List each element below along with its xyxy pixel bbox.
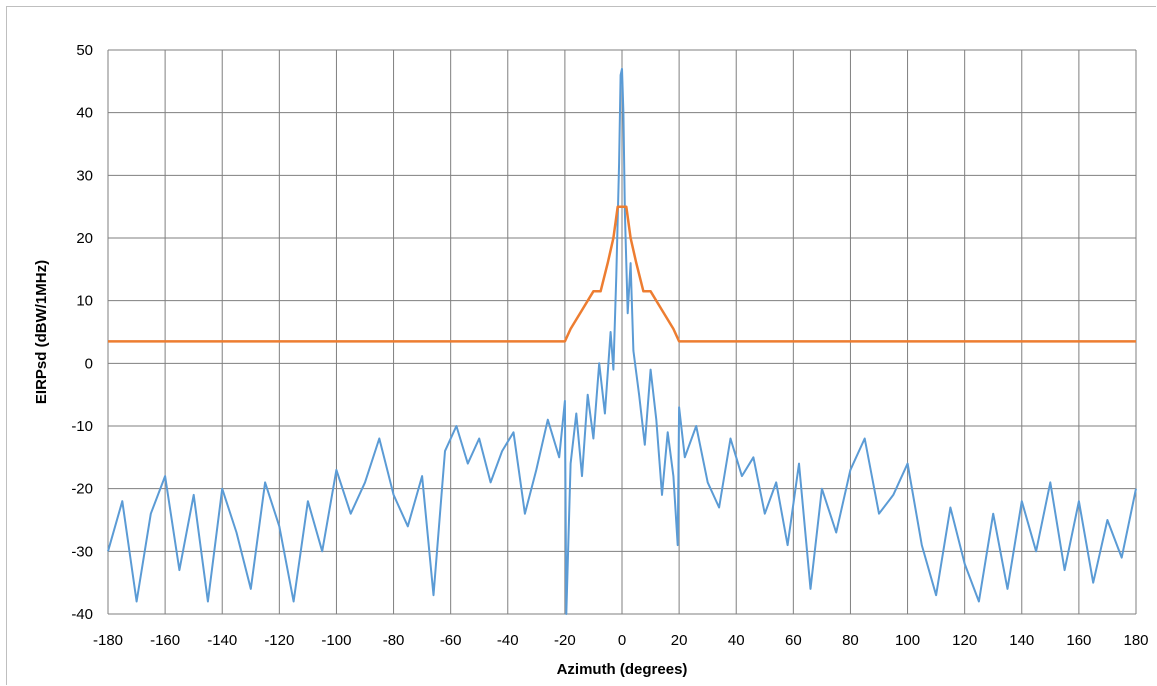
x-axis-title: Azimuth (degrees) (557, 661, 688, 678)
series-line-orange (108, 205, 1136, 343)
y-tick-label: -40 (71, 606, 93, 623)
x-tick-label: 180 (1123, 632, 1148, 649)
x-tick-label: 60 (785, 632, 802, 649)
x-tick-label: -80 (383, 632, 405, 649)
x-tick-label: 80 (842, 632, 859, 649)
x-tick-label: -40 (497, 632, 519, 649)
x-tick-label: -60 (440, 632, 462, 649)
x-tick-label: -140 (207, 632, 237, 649)
tick-labels: -180 -160 -140 -120 -100 -80 -60 -40 -20 0 20 40 60 8… (71, 42, 1148, 649)
y-axis-title: EIRPsd (dBW/1MHz) (33, 260, 50, 404)
y-tick-label: -10 (71, 418, 93, 435)
x-tick-label: 120 (952, 632, 977, 649)
grid-lines (107, 49, 1137, 615)
y-tick-label: 20 (76, 230, 93, 247)
x-tick-label: 40 (728, 632, 745, 649)
x-tick-label: -100 (321, 632, 351, 649)
x-tick-label: -20 (554, 632, 576, 649)
x-tick-label: -160 (150, 632, 180, 649)
x-tick-label: 100 (895, 632, 920, 649)
y-tick-label: 0 (85, 355, 93, 372)
y-tick-label: -30 (71, 543, 93, 560)
x-tick-label: -180 (93, 632, 123, 649)
chart-frame (6, 6, 1156, 685)
y-tick-label: 40 (76, 105, 93, 122)
series-layer (107, 67, 1137, 615)
x-tick-label: 160 (1066, 632, 1091, 649)
x-tick-label: 20 (671, 632, 688, 649)
y-tick-label: 30 (76, 167, 93, 184)
y-tick-label: 50 (76, 42, 93, 59)
x-tick-label: 0 (618, 632, 626, 649)
y-tick-label: -20 (71, 481, 93, 498)
x-tick-label: 140 (1009, 632, 1034, 649)
series-line-blue (107, 67, 1137, 615)
x-tick-label: -120 (264, 632, 294, 649)
y-tick-label: 10 (76, 293, 93, 310)
